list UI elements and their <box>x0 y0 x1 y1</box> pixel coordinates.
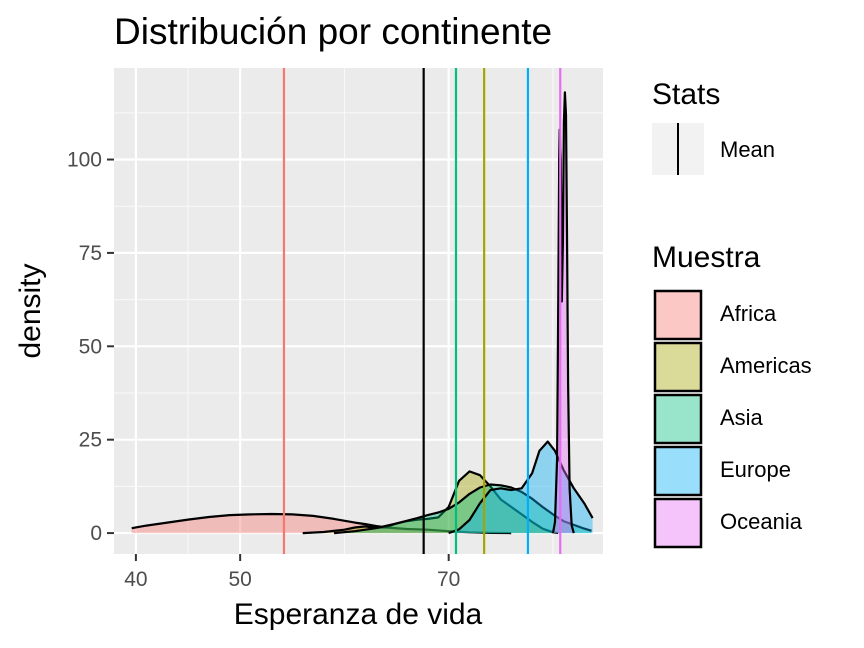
minor-gridlines <box>114 68 603 554</box>
legend-key-bg <box>652 289 704 341</box>
stats-legend: Stats Mean <box>652 78 775 175</box>
muestra-legend-title: Muestra <box>652 241 761 274</box>
x-tick-label: 50 <box>228 568 251 591</box>
density-outline-africa <box>131 512 512 535</box>
axes: 40 50 70 0 25 50 75 100 <box>67 149 460 591</box>
legend-label-europe: Europe <box>720 457 791 482</box>
legend-key-bg <box>652 497 704 549</box>
y-tick-label: 100 <box>67 149 102 172</box>
legend-key-bg <box>652 445 704 497</box>
legend-label-americas: Americas <box>720 353 812 378</box>
major-gridlines <box>114 68 603 554</box>
chart-title: Distribución por continente <box>114 11 552 52</box>
y-tick-label: 0 <box>90 522 102 545</box>
legend-key-bg <box>652 393 704 445</box>
plot-panel <box>114 68 603 554</box>
legend-label-oceania: Oceania <box>720 509 803 534</box>
y-tick-label: 25 <box>79 429 102 452</box>
stats-legend-title: Stats <box>652 78 720 111</box>
density-area-africa <box>131 514 512 534</box>
legend-label-asia: Asia <box>720 405 764 430</box>
density-outline-americas <box>302 470 559 535</box>
legend-swatch-africa <box>653 289 703 341</box>
legend-swatch-asia <box>653 393 703 445</box>
y-axis-title: density <box>14 263 47 358</box>
x-tick-label: 70 <box>437 568 460 591</box>
stats-legend-label: Mean <box>720 137 775 162</box>
legend-swatch-oceania <box>653 497 703 549</box>
mean-lines <box>282 68 562 554</box>
density-outline-oceania <box>551 91 575 534</box>
x-tick-label: 40 <box>124 568 147 591</box>
y-tick-label: 50 <box>79 335 102 358</box>
x-axis-title: Esperanza de vida <box>234 598 483 631</box>
muestra-legend: Muestra Africa Americas Asia Europe Oceania <box>652 241 812 549</box>
y-tick-label: 75 <box>79 242 102 265</box>
legend-label-africa: Africa <box>720 301 777 326</box>
density-area-americas <box>302 471 559 534</box>
legend-swatch-americas <box>653 341 703 393</box>
legend-key-bg <box>652 341 704 393</box>
legend-swatch-europe <box>653 445 703 497</box>
